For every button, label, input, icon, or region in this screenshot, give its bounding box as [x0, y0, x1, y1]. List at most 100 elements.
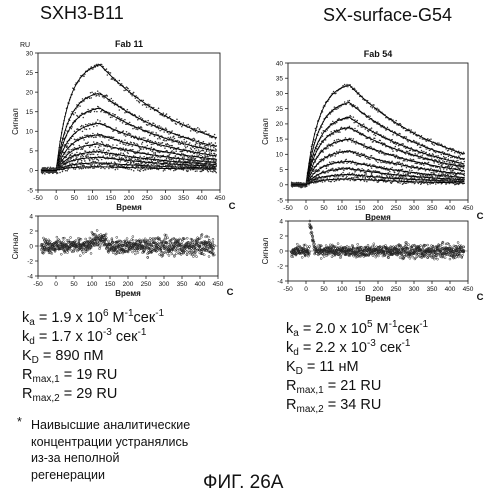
data-point [183, 139, 185, 141]
data-point [389, 171, 391, 173]
data-point [212, 171, 214, 173]
residual-point [70, 237, 72, 239]
data-point [399, 133, 401, 135]
data-point [446, 169, 448, 171]
data-point [163, 170, 165, 172]
data-point [327, 147, 329, 149]
data-point [189, 142, 191, 144]
y-tick-label: 2 [29, 228, 33, 235]
data-point [100, 145, 102, 147]
residual-point [164, 244, 166, 246]
data-point [135, 97, 137, 99]
data-point [331, 161, 333, 163]
data-point [134, 143, 136, 145]
data-point [95, 136, 97, 138]
data-point [403, 143, 405, 145]
data-point [171, 130, 173, 132]
data-point [113, 137, 115, 139]
x-tick-label: 0 [54, 195, 58, 202]
data-point [131, 145, 133, 147]
data-point [208, 150, 210, 152]
data-point [82, 149, 84, 151]
data-point [433, 171, 435, 173]
data-point [94, 111, 96, 113]
x-tick-label: -50 [33, 281, 43, 288]
x-tick-label: 250 [142, 195, 153, 202]
data-point [71, 128, 73, 130]
data-point [451, 150, 453, 152]
data-point [53, 167, 55, 169]
data-point [433, 144, 435, 146]
data-point [195, 165, 197, 167]
data-point [323, 151, 325, 153]
data-point [448, 165, 450, 167]
data-point [417, 144, 419, 146]
data-point [191, 157, 193, 159]
residual-point [116, 236, 118, 238]
data-point [181, 153, 183, 155]
y-tick-label: 10 [276, 152, 284, 159]
data-point [207, 145, 209, 147]
data-point [395, 144, 397, 146]
data-point [204, 166, 206, 168]
data-point [90, 154, 92, 156]
data-point [423, 151, 425, 153]
data-point [166, 113, 168, 115]
data-point [436, 171, 438, 173]
data-point [151, 165, 153, 167]
data-point [184, 145, 186, 147]
data-point [332, 155, 334, 157]
data-point [127, 109, 128, 111]
data-point [342, 85, 344, 87]
data-point [147, 120, 149, 122]
data-point [70, 164, 72, 166]
data-point [357, 107, 359, 109]
data-point [87, 143, 89, 145]
data-point [104, 123, 106, 125]
data-point [98, 106, 100, 108]
data-point [70, 158, 72, 160]
data-point [119, 80, 121, 82]
x-tick-label: 450 [213, 281, 224, 288]
data-point [194, 158, 196, 160]
data-point [188, 157, 190, 159]
data-point [167, 164, 169, 166]
data-point [129, 158, 131, 160]
data-point [179, 121, 181, 123]
data-point [103, 97, 105, 99]
data-point [354, 163, 356, 165]
data-point [119, 117, 121, 119]
data-point [153, 107, 155, 109]
data-point [157, 138, 159, 140]
residual-point [89, 237, 91, 239]
data-point [402, 169, 404, 171]
data-point [110, 117, 112, 119]
data-point [208, 133, 210, 135]
data-point [167, 144, 169, 146]
y-tick-label: 35 [276, 76, 284, 83]
data-point [446, 161, 448, 163]
y-tick-label: -5 [27, 187, 33, 194]
data-point [67, 170, 69, 172]
data-point [370, 146, 372, 148]
data-point [139, 147, 141, 149]
data-point [123, 153, 125, 155]
data-point [321, 132, 323, 134]
data-point [353, 116, 355, 118]
data-point [93, 126, 95, 128]
data-point [410, 149, 412, 151]
data-point [395, 120, 397, 122]
data-point [99, 163, 101, 165]
data-point [119, 109, 121, 111]
data-point [92, 123, 94, 125]
data-point [215, 149, 217, 151]
left-residual-chart: -50050100150200250300350400450-4-2024Вре… [0, 210, 250, 305]
data-point [211, 142, 213, 144]
data-point [202, 166, 204, 168]
data-point [206, 150, 208, 152]
data-point [395, 157, 397, 159]
data-point [173, 163, 175, 165]
data-point [79, 105, 81, 107]
data-point [79, 145, 81, 147]
data-point [85, 150, 87, 152]
